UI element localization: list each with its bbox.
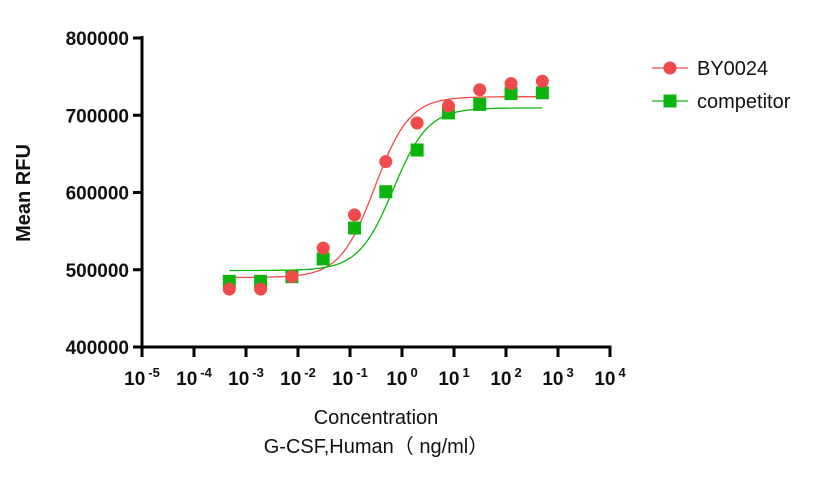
data-point-by0024	[316, 241, 330, 255]
y-tick-label: 800000	[66, 29, 129, 50]
x-tick-label: 10 3	[542, 365, 573, 390]
y-axis-label: Mean RFU	[13, 144, 35, 242]
legend-marker-circle	[663, 61, 677, 75]
legend-label: BY0024	[697, 58, 768, 80]
data-point-by0024	[222, 282, 236, 296]
x-tick-label: 10 -2	[280, 365, 316, 390]
x-axis-label-units: G-CSF,Human（ ng/ml）	[264, 435, 489, 458]
data-point-by0024	[441, 99, 455, 113]
data-point-competitor	[316, 252, 330, 266]
x-tick-label: 10 -3	[228, 365, 264, 390]
data-point-competitor	[379, 185, 393, 199]
data-point-by0024	[379, 155, 393, 169]
axes: 400000 500000 600000 700000 800000 10 -5 10 -4 10…	[66, 29, 627, 390]
data-points	[222, 74, 549, 296]
y-tick-label: 700000	[66, 106, 129, 127]
data-point-by0024	[285, 270, 299, 284]
y-tick-label: 500000	[66, 261, 129, 282]
legend-item-by0024: BY0024	[652, 58, 768, 80]
x-tick-label: 10 -1	[332, 365, 368, 390]
data-point-by0024	[347, 208, 361, 222]
fit-curve-competitor	[229, 107, 543, 272]
x-tick-label: 10 0	[386, 365, 417, 390]
y-tick-label: 600000	[66, 184, 129, 205]
data-point-competitor	[347, 221, 361, 235]
y-tick-label: 400000	[66, 338, 129, 359]
data-point-competitor	[473, 97, 487, 111]
data-point-by0024	[473, 83, 487, 97]
x-axis-label: Concentration	[314, 407, 439, 429]
x-tick-label: 10 -4	[176, 365, 212, 390]
legend-label: competitor	[697, 91, 791, 113]
x-tick-label: 10 -5	[124, 365, 160, 390]
data-point-competitor	[504, 87, 518, 101]
data-point-by0024	[535, 74, 549, 88]
data-point-by0024	[254, 282, 268, 296]
x-tick-label: 10 1	[438, 365, 469, 390]
data-point-by0024	[410, 116, 424, 130]
data-point-competitor	[410, 143, 424, 157]
legend: BY0024 competitor	[652, 58, 791, 113]
data-point-by0024	[504, 77, 518, 91]
x-tick-label: 10 4	[594, 365, 626, 390]
legend-marker-square	[663, 94, 677, 108]
x-tick-label: 10 2	[490, 365, 521, 390]
legend-item-competitor: competitor	[652, 91, 791, 113]
data-point-competitor	[535, 86, 549, 100]
